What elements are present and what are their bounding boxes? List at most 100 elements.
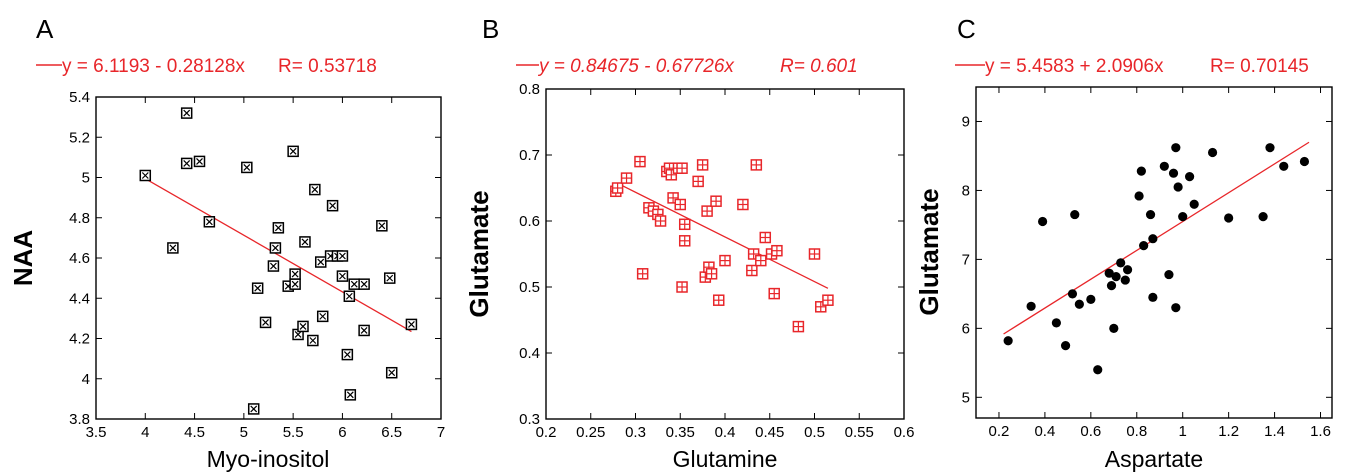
x-axis-label: Aspartate [1105,446,1203,472]
data-point [203,216,216,228]
y-tick-label: 4.6 [69,250,90,267]
x-tick-label: 1 [1179,423,1187,440]
data-point [289,268,301,280]
correlation-value: R= 0.53718 [278,56,377,77]
data-point [678,218,691,231]
y-tick-label: 4 [82,371,90,388]
data-point [336,250,349,262]
x-tick-label: 0.8 [1126,423,1147,440]
data-point [307,334,319,347]
plot-frame [975,86,1333,419]
y-tick-label: 9 [962,113,970,130]
data-point [1116,258,1126,268]
data-point [1145,209,1156,220]
points-layer [1003,143,1310,375]
data-point [385,366,398,379]
x-tick-label: 3.5 [86,424,107,441]
data-point [1111,272,1121,282]
correlation-value: R= 0.601 [780,56,858,77]
y-tick-label: 0.7 [519,147,540,164]
panel-c: C y = 5.4583 + 2.0906x R= 0.70145 0.2 0.4… [914,14,1333,472]
data-point [1038,216,1048,227]
ticks-layer: 0.2 0.4 0.6 0.8 1 1.2 1.4 1.6 5 6 7 8 9 [962,87,1332,440]
data-point [750,159,763,171]
plot-frame [545,88,905,420]
data-point [348,278,361,290]
data-point [1139,241,1149,251]
data-point [1265,143,1275,153]
y-tick-label: 5.4 [69,89,90,106]
data-point [247,403,260,415]
x-tick-label: 0.3 [625,424,646,441]
fit-equation: y = 0.84675 - 0.67726x [537,56,735,77]
y-tick-label: 0.8 [519,81,540,98]
data-point [1109,323,1119,333]
data-point [768,287,780,300]
data-point [1051,318,1061,328]
data-point [1189,199,1199,209]
data-point [654,215,667,227]
y-axis-label: Glutamate [464,190,494,317]
data-point [676,162,688,174]
data-point [1074,299,1084,309]
data-point [1003,336,1013,346]
x-tick-label: 0.2 [536,424,557,441]
x-tick-label: 0.4 [1034,423,1055,440]
x-tick-label: 4.5 [184,424,205,441]
data-point [747,248,760,260]
y-axis-label: Glutamate [914,188,944,315]
x-tick-label: 0.25 [576,424,605,441]
data-point [314,256,327,268]
data-point [299,236,311,248]
data-point [710,195,722,207]
x-tick-label: 0.2 [989,423,1010,440]
correlation-value: R= 0.70145 [1210,56,1309,77]
data-point [667,192,679,204]
data-point [297,320,309,333]
data-point [259,316,272,329]
data-point [822,294,834,306]
data-point [1159,161,1169,171]
data-point [1148,292,1158,302]
data-point [344,389,357,401]
data-point [289,278,301,290]
data-point [336,270,349,282]
data-point [326,199,339,212]
panel-label: A [36,14,54,44]
ticks-layer: 0.2 0.25 0.3 0.35 0.4 0.45 0.5 0.55 0.6 0.3 0.4 0.5… [519,81,914,441]
data-point [358,324,370,337]
x-tick-label: 0.6 [1080,423,1101,440]
x-tick-label: 1.2 [1218,423,1239,440]
data-point [712,294,725,306]
x-tick-label: 0.5 [804,424,825,441]
x-tick-label: 6.5 [381,424,402,441]
data-point [696,159,709,171]
data-point [665,169,678,181]
data-point [771,244,783,257]
data-point [1207,147,1218,158]
y-tick-label: 5 [82,170,90,187]
panel-label: C [957,14,976,44]
data-point [1258,212,1268,222]
data-point [611,182,624,194]
fit-line [144,178,412,333]
data-point [1171,303,1181,313]
data-point [759,231,772,244]
data-point [815,301,827,313]
y-tick-label: 0.3 [519,411,540,428]
y-tick-label: 0.4 [519,345,540,362]
data-point [309,183,321,196]
data-point [241,161,253,174]
data-point [180,107,193,119]
data-point [376,220,388,232]
data-point [1224,213,1234,223]
data-point [193,155,206,168]
y-tick-label: 4.8 [69,210,90,227]
y-tick-label: 3.8 [69,411,90,428]
points-layer [139,107,418,415]
panel-a: A y = 6.1193 - 0.28128x R= 0.53718 3.5 4 4… [8,14,445,472]
data-point [1173,182,1183,192]
data-point [719,254,731,267]
data-point [316,310,329,323]
